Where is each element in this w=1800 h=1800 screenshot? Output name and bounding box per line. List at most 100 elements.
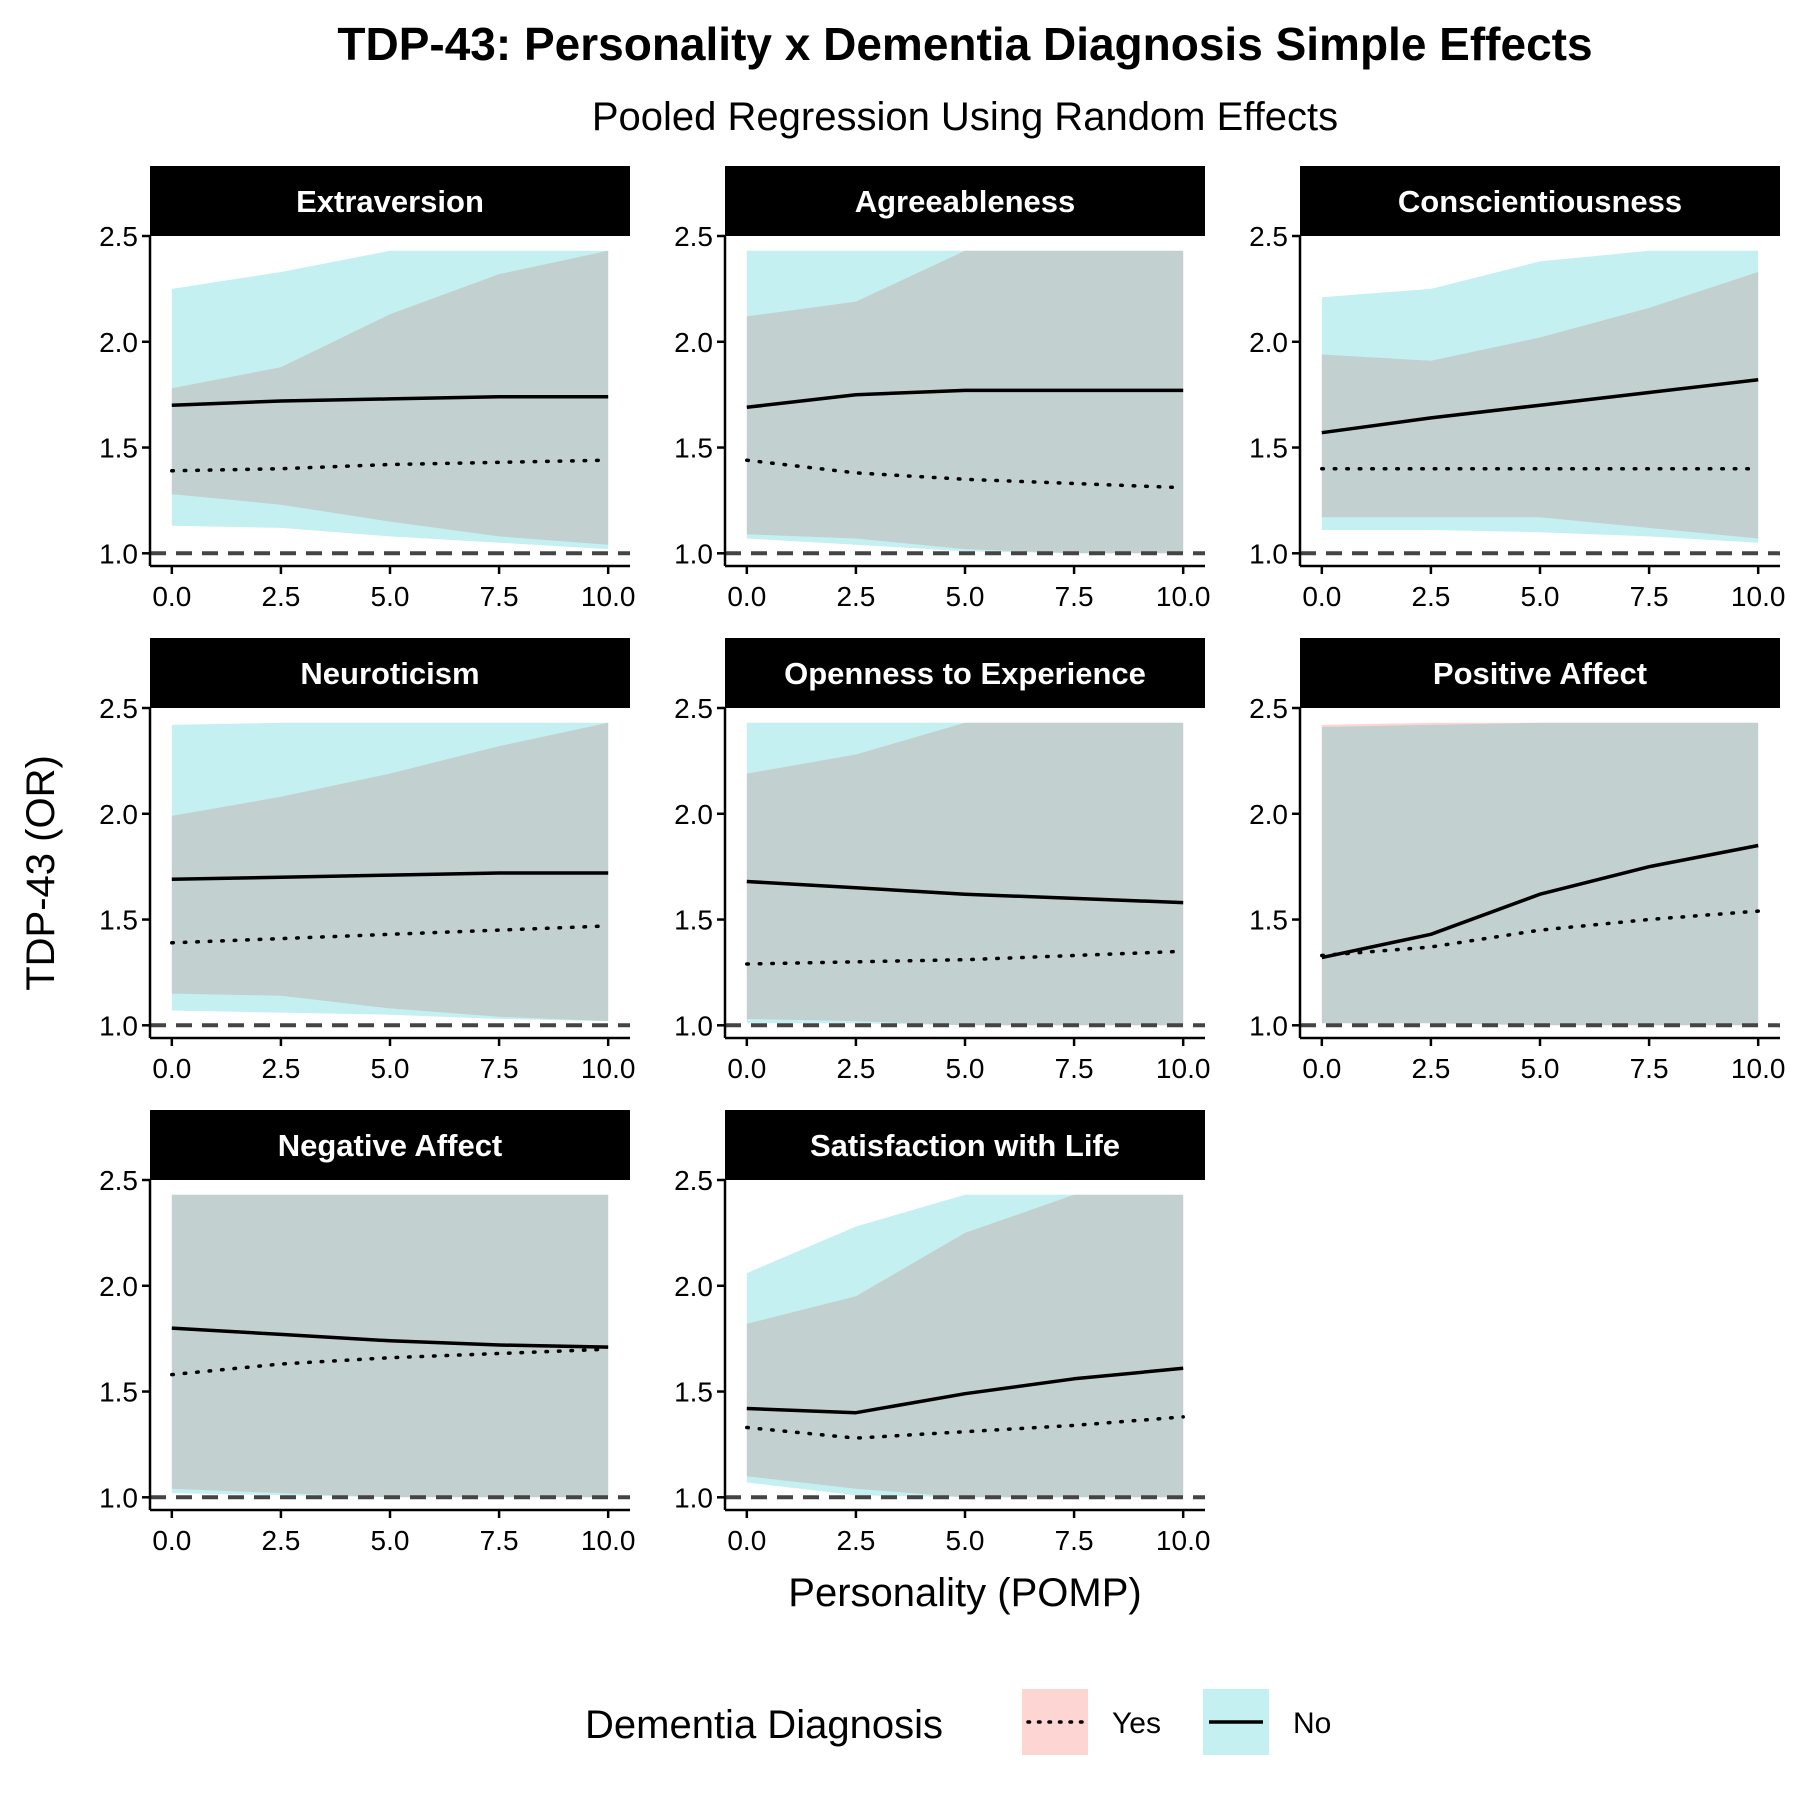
x-tick-label-agreeableness: 2.5 bbox=[836, 581, 875, 612]
y-tick-label-extraversion: 1.5 bbox=[99, 433, 138, 464]
x-tick-label-satisfaction-with-life: 5.0 bbox=[946, 1525, 985, 1556]
y-tick-label-agreeableness: 1.0 bbox=[674, 538, 713, 569]
y-tick-label-conscientiousness: 2.5 bbox=[1249, 221, 1288, 252]
x-tick-label-neuroticism: 5.0 bbox=[371, 1053, 410, 1084]
y-tick-label-neuroticism: 2.0 bbox=[99, 799, 138, 830]
y-tick-label-neuroticism: 1.5 bbox=[99, 905, 138, 936]
strip-label-openness-to-experience: Openness to Experience bbox=[784, 656, 1146, 691]
line-yes-neuroticism bbox=[170, 924, 610, 945]
y-tick-label-negative-affect: 1.0 bbox=[99, 1482, 138, 1513]
line-no-extraversion bbox=[171, 395, 609, 407]
ribbon-no-conscientiousness bbox=[1321, 250, 1759, 543]
x-tick-label-agreeableness: 5.0 bbox=[946, 581, 985, 612]
strip-label-negative-affect: Negative Affect bbox=[278, 1128, 503, 1163]
strip-label-neuroticism: Neuroticism bbox=[300, 656, 479, 691]
strip-label-satisfaction-with-life: Satisfaction with Life bbox=[810, 1128, 1120, 1163]
ribbon-yes-agreeableness bbox=[746, 250, 1184, 554]
y-tick-label-openness-to-experience: 2.0 bbox=[674, 799, 713, 830]
x-tick-label-conscientiousness: 2.5 bbox=[1411, 581, 1450, 612]
x-tick-label-openness-to-experience: 5.0 bbox=[946, 1053, 985, 1084]
strip-satisfaction-with-life bbox=[725, 1110, 1205, 1180]
y-tick-label-negative-affect: 2.5 bbox=[99, 1165, 138, 1196]
y-tick-label-agreeableness: 1.5 bbox=[674, 433, 713, 464]
x-tick-label-neuroticism: 0.0 bbox=[152, 1053, 191, 1084]
y-tick-label-neuroticism: 2.5 bbox=[99, 693, 138, 724]
y-tick-label-satisfaction-with-life: 2.5 bbox=[674, 1165, 713, 1196]
strip-label-agreeableness: Agreeableness bbox=[855, 184, 1076, 219]
y-tick-label-positive-affect: 2.5 bbox=[1249, 693, 1288, 724]
y-tick-label-openness-to-experience: 1.5 bbox=[674, 905, 713, 936]
ribbon-yes-negative-affect bbox=[171, 1194, 609, 1498]
x-tick-label-satisfaction-with-life: 0.0 bbox=[727, 1525, 766, 1556]
x-tick-label-extraversion: 5.0 bbox=[371, 581, 410, 612]
strip-label-positive-affect: Positive Affect bbox=[1433, 656, 1647, 691]
panel-satisfaction-with-life: Satisfaction with Life 1.0 1.5 2.0 2.5 0.0 2.5… bbox=[674, 1110, 1210, 1556]
x-tick-label-openness-to-experience: 7.5 bbox=[1055, 1053, 1094, 1084]
y-tick-label-negative-affect: 2.0 bbox=[99, 1271, 138, 1302]
line-yes-satisfaction-with-life bbox=[745, 1415, 1185, 1440]
line-yes-agreeableness bbox=[745, 458, 1185, 490]
y-tick-label-agreeableness: 2.0 bbox=[674, 327, 713, 358]
y-tick-label-openness-to-experience: 1.0 bbox=[674, 1010, 713, 1041]
x-tick-label-positive-affect: 7.5 bbox=[1630, 1053, 1669, 1084]
y-tick-label-positive-affect: 2.0 bbox=[1249, 799, 1288, 830]
legend: Dementia Diagnosis Yes No bbox=[585, 1689, 1331, 1755]
ribbon-no-negative-affect bbox=[171, 1194, 609, 1498]
legend-label-no: No bbox=[1293, 1707, 1331, 1740]
x-tick-label-positive-affect: 2.5 bbox=[1411, 1053, 1450, 1084]
x-tick-label-extraversion: 10.0 bbox=[581, 581, 636, 612]
panel-negative-affect: Negative Affect 1.0 1.5 2.0 2.5 0.0 2.5 5.0 7.5 1… bbox=[99, 1110, 635, 1556]
x-tick-label-negative-affect: 10.0 bbox=[581, 1525, 636, 1556]
ribbon-no-agreeableness bbox=[746, 250, 1184, 554]
x-tick-label-extraversion: 2.5 bbox=[261, 581, 300, 612]
ribbon-no-positive-affect bbox=[1321, 722, 1759, 1026]
y-tick-label-satisfaction-with-life: 1.5 bbox=[674, 1377, 713, 1408]
y-tick-label-positive-affect: 1.5 bbox=[1249, 905, 1288, 936]
legend-label-yes: Yes bbox=[1112, 1707, 1161, 1740]
x-tick-label-agreeableness: 7.5 bbox=[1055, 581, 1094, 612]
legend-title: Dementia Diagnosis bbox=[585, 1703, 943, 1747]
x-tick-label-negative-affect: 5.0 bbox=[371, 1525, 410, 1556]
y-tick-label-extraversion: 2.0 bbox=[99, 327, 138, 358]
y-tick-label-agreeableness: 2.5 bbox=[674, 221, 713, 252]
y-tick-label-extraversion: 1.0 bbox=[99, 538, 138, 569]
y-tick-label-positive-affect: 1.0 bbox=[1249, 1010, 1288, 1041]
x-tick-label-satisfaction-with-life: 2.5 bbox=[836, 1525, 875, 1556]
x-axis-title: Personality (POMP) bbox=[788, 1571, 1141, 1615]
legend-key-yes bbox=[1022, 1689, 1088, 1755]
x-tick-label-openness-to-experience: 0.0 bbox=[727, 1053, 766, 1084]
x-tick-label-positive-affect: 10.0 bbox=[1731, 1053, 1786, 1084]
x-tick-label-openness-to-experience: 2.5 bbox=[836, 1053, 875, 1084]
line-no-neuroticism bbox=[171, 871, 609, 882]
panel-neuroticism: Neuroticism 1.0 1.5 2.0 2.5 0.0 2.5 5.0 7.5 10.0 bbox=[99, 638, 635, 1084]
chart-title: TDP-43: Personality x Dementia Diagnosis… bbox=[337, 18, 1592, 70]
x-tick-label-conscientiousness: 10.0 bbox=[1731, 581, 1786, 612]
x-tick-label-extraversion: 0.0 bbox=[152, 581, 191, 612]
x-tick-label-conscientiousness: 7.5 bbox=[1630, 581, 1669, 612]
x-tick-label-negative-affect: 0.0 bbox=[152, 1525, 191, 1556]
ribbon-no-neuroticism bbox=[171, 722, 609, 1022]
line-yes-openness-to-experience bbox=[745, 949, 1185, 966]
line-no-conscientiousness bbox=[1321, 378, 1759, 435]
x-tick-label-agreeableness: 10.0 bbox=[1156, 581, 1211, 612]
line-no-negative-affect bbox=[171, 1326, 609, 1349]
strip-label-extraversion: Extraversion bbox=[296, 184, 484, 219]
x-tick-label-positive-affect: 5.0 bbox=[1521, 1053, 1560, 1084]
y-axis-title: TDP-43 (OR) bbox=[19, 755, 63, 991]
ribbon-no-satisfaction-with-life bbox=[746, 1194, 1184, 1498]
x-tick-label-negative-affect: 2.5 bbox=[261, 1525, 300, 1556]
y-tick-label-satisfaction-with-life: 1.0 bbox=[674, 1482, 713, 1513]
x-tick-label-openness-to-experience: 10.0 bbox=[1156, 1053, 1211, 1084]
facet-panels: Extraversion 1.0 1.5 2.0 2.5 0.0 2.5 5.0 7.5 10.0… bbox=[99, 166, 1785, 1556]
x-tick-label-conscientiousness: 5.0 bbox=[1521, 581, 1560, 612]
y-tick-label-conscientiousness: 1.5 bbox=[1249, 433, 1288, 464]
y-tick-label-negative-affect: 1.5 bbox=[99, 1377, 138, 1408]
x-tick-label-satisfaction-with-life: 10.0 bbox=[1156, 1525, 1211, 1556]
panel-agreeableness: Agreeableness 1.0 1.5 2.0 2.5 0.0 2.5 5.0 7.5 10.… bbox=[674, 166, 1210, 612]
strip-conscientiousness bbox=[1300, 166, 1780, 236]
y-tick-label-neuroticism: 1.0 bbox=[99, 1010, 138, 1041]
y-tick-label-extraversion: 2.5 bbox=[99, 221, 138, 252]
ribbon-no-openness-to-experience bbox=[746, 722, 1184, 1026]
ribbon-yes-satisfaction-with-life bbox=[746, 1194, 1184, 1498]
line-yes-negative-affect bbox=[170, 1347, 610, 1377]
